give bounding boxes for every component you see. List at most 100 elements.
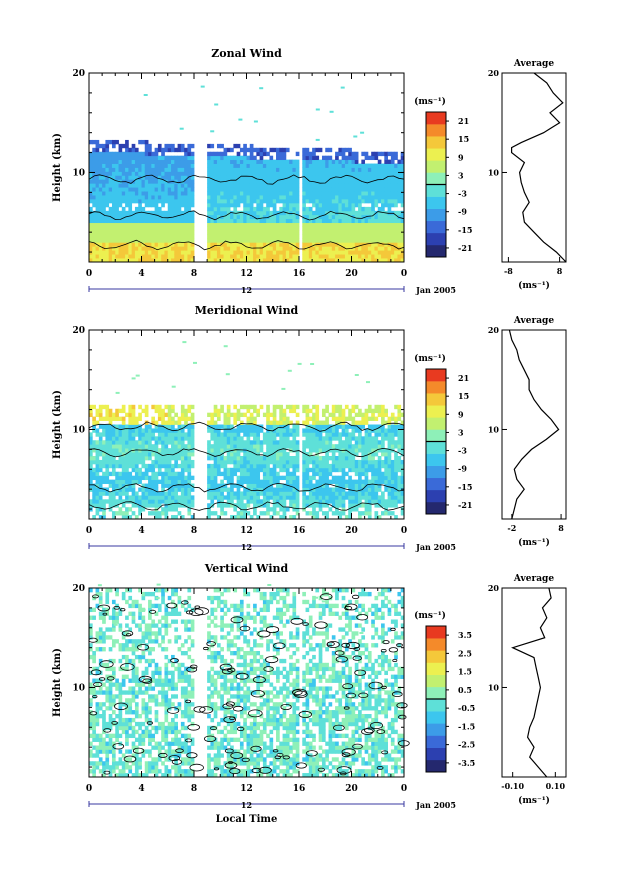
- heatmap-cell: [364, 195, 369, 200]
- heatmap-cell: [154, 448, 159, 453]
- heatmap-cell: [243, 171, 247, 176]
- heatmap-cell: [151, 195, 156, 200]
- heatmap-cell: [335, 499, 339, 504]
- heatmap-cell: [315, 234, 320, 239]
- heatmap-cell: [223, 242, 228, 247]
- heatmap-cell: [148, 250, 152, 255]
- heatmap-cell: [164, 214, 169, 220]
- heatmap-cell: [305, 475, 310, 481]
- heatmap-cell: [243, 187, 247, 192]
- heatmap-cell: [148, 202, 152, 208]
- heatmap-cell: [256, 254, 261, 259]
- heatmap-cell: [167, 230, 172, 235]
- heatmap-cell: [105, 499, 110, 504]
- heatmap-cell: [354, 210, 359, 216]
- heatmap-cell: [253, 404, 257, 410]
- heatmap-cell: [98, 202, 103, 208]
- heatmap-cell: [374, 246, 379, 251]
- heatmap-cell: [180, 175, 185, 180]
- heatmap-cell: [148, 483, 152, 488]
- heatmap-cell: [151, 155, 156, 161]
- heatmap-cell: [144, 202, 149, 208]
- heatmap-cell: [171, 408, 175, 414]
- heatmap-cell: [348, 416, 352, 421]
- heatmap-cell: [243, 515, 247, 520]
- heatmap-cell: [246, 495, 251, 500]
- heatmap-cell: [138, 250, 142, 255]
- heatmap-cell: [243, 159, 247, 164]
- heatmap-cell: [171, 436, 175, 441]
- heatmap-cell: [138, 404, 142, 410]
- heatmap-cell: [174, 222, 178, 227]
- heatmap-cell: [171, 238, 175, 243]
- heatmap-cell: [214, 103, 219, 106]
- heatmap-cell: [220, 171, 224, 176]
- heatmap-cell: [331, 475, 336, 481]
- heatmap-cell: [325, 515, 329, 520]
- heatmap-cell: [111, 495, 116, 500]
- heatmap-cell: [285, 214, 290, 220]
- heatmap-cell: [400, 187, 405, 192]
- heatmap-cell: [108, 230, 113, 235]
- heatmap-cell: [397, 199, 402, 204]
- heatmap-cell: [312, 507, 316, 512]
- heatmap-cell: [157, 250, 162, 255]
- heatmap-cell: [315, 179, 320, 184]
- heatmap-cell: [233, 428, 238, 433]
- heatmap-cell: [348, 151, 352, 157]
- heatmap-cell: [151, 499, 156, 504]
- heatmap-cell: [246, 238, 251, 243]
- heatmap-cell: [167, 258, 172, 263]
- heatmap-cell: [308, 467, 313, 473]
- heatmap-cell: [226, 226, 231, 231]
- heatmap-cell: [341, 195, 346, 200]
- heatmap-cell: [269, 420, 274, 425]
- heatmap-cell: [141, 175, 146, 180]
- heatmap-cell: [338, 163, 343, 168]
- heatmap-cell: [282, 436, 287, 441]
- heatmap-cell: [285, 171, 290, 176]
- heatmap-cell: [141, 503, 146, 508]
- x-tick-label: 4: [138, 269, 144, 279]
- heatmap-cell: [92, 491, 96, 496]
- heatmap-cell: [312, 495, 316, 500]
- heatmap-cell: [141, 195, 146, 200]
- heatmap-cell: [289, 199, 293, 204]
- heatmap-cell: [131, 495, 136, 500]
- heatmap-cell: [361, 511, 366, 516]
- heatmap-cell: [259, 155, 264, 161]
- heatmap-cell: [125, 515, 129, 520]
- heatmap-cell: [272, 420, 277, 425]
- heatmap-cell: [367, 179, 372, 184]
- heatmap-cell: [111, 242, 116, 247]
- heatmap-cell: [348, 199, 352, 204]
- heatmap-cell: [335, 420, 339, 425]
- heatmap-cell: [161, 463, 165, 469]
- heatmap-cell: [394, 495, 398, 500]
- heatmap-cell: [381, 222, 385, 227]
- heatmap-cell: [338, 412, 343, 418]
- heatmap-cell: [256, 440, 261, 445]
- heatmap-cell: [266, 475, 270, 481]
- heatmap-cell: [154, 147, 159, 153]
- heatmap-cell: [354, 412, 359, 418]
- heatmap-cell: [249, 444, 254, 449]
- heatmap-cell: [312, 475, 316, 481]
- heatmap-cell: [249, 242, 254, 247]
- heatmap-cell: [341, 258, 346, 263]
- heatmap-cell: [358, 179, 362, 184]
- heatmap-cell: [335, 495, 339, 500]
- heatmap-cell: [282, 167, 287, 172]
- heatmap-cell: [384, 234, 388, 239]
- heatmap-cell: [95, 155, 100, 161]
- heatmap-cell: [167, 452, 172, 457]
- y-tick-label: 10: [72, 168, 85, 178]
- heatmap-cell: [102, 210, 106, 216]
- heatmap-cell: [171, 222, 175, 227]
- heatmap-cell: [216, 412, 221, 418]
- heatmap-cell: [374, 242, 379, 247]
- heatmap-cell: [335, 155, 339, 161]
- heatmap-cell: [256, 183, 261, 188]
- heatmap-cell: [102, 183, 106, 188]
- heatmap-cell: [351, 167, 356, 172]
